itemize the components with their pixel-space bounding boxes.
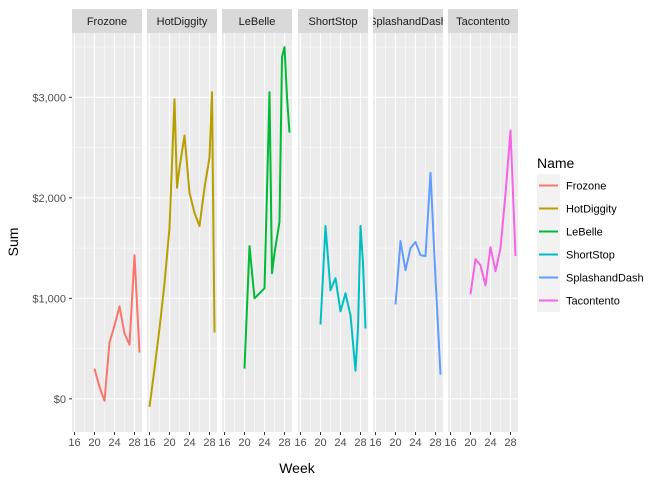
x-tick-label: 24: [334, 437, 346, 449]
legend-title: Name: [537, 155, 575, 171]
strip-label-tacontento: Tacontento: [456, 16, 510, 28]
legend: Name Frozone HotDiggity LeBelle ShortStop Sp…: [537, 155, 644, 312]
x-axis-title: Week: [279, 460, 316, 476]
strip-background: [222, 9, 292, 33]
panel-background: [222, 33, 292, 432]
x-tick-label: 24: [183, 437, 195, 449]
legend-label-tacontento: Tacontento: [566, 296, 620, 308]
x-tick-label: 28: [128, 437, 140, 449]
strip-label-shortstop: ShortStop: [309, 16, 358, 28]
x-tick-label: 16: [444, 437, 456, 449]
legend-label-shortstop: ShortStop: [566, 250, 615, 262]
legend-label-hotdiggity: HotDiggity: [566, 204, 617, 216]
legend-label-lebelle: LeBelle: [566, 227, 603, 239]
x-tick-label: 28: [354, 437, 366, 449]
x-tick-label: 20: [88, 437, 100, 449]
strip-label-frozone: Frozone: [87, 16, 127, 28]
x-tick-label: 16: [294, 437, 306, 449]
x-tick-label: 16: [68, 437, 80, 449]
y-tick-label: $0: [54, 394, 66, 406]
panel-background: [373, 33, 443, 432]
legend-label-splashanddash: SplashandDash: [566, 273, 644, 285]
x-tick-label: 20: [389, 437, 401, 449]
x-tick-label: 28: [278, 437, 290, 449]
legend-label-frozone: Frozone: [566, 181, 606, 193]
facet-shortstop: ShortStop: [298, 9, 368, 432]
facet-tacontento: Tacontento: [448, 9, 518, 432]
y-axis-title: Sum: [5, 228, 21, 257]
facet-hotdiggity: HotDiggity: [147, 9, 217, 432]
series-line-shortstop: [319, 225, 367, 372]
facet-splashanddash: SplashandDash: [369, 9, 447, 432]
x-tick-label: 16: [218, 437, 230, 449]
strip-background: [448, 9, 518, 33]
panel-background: [298, 33, 368, 432]
strip-label-lebelle: LeBelle: [239, 16, 276, 28]
x-tick-label: 28: [203, 437, 215, 449]
x-tick-label: 24: [409, 437, 421, 449]
series-line-lebelle: [243, 46, 291, 369]
x-tick-label: 24: [484, 437, 496, 449]
x-tick-label: 24: [108, 437, 120, 449]
panel-background: [448, 33, 518, 432]
axes: 16 20 24 28 16 20 24 28 16 20 24 28 16 20 24 28 16 20 24 28…: [32, 92, 516, 449]
strip-background: [147, 9, 217, 33]
strip-background: [298, 9, 368, 33]
panel-background: [147, 33, 217, 432]
x-tick-label: 20: [464, 437, 476, 449]
x-tick-label: 16: [369, 437, 381, 449]
strip-label-splashanddash: SplashandDash: [369, 16, 447, 28]
strip-label-hotdiggity: HotDiggity: [157, 16, 208, 28]
strip-background: [72, 9, 142, 33]
series-line-hotdiggity: [148, 91, 216, 408]
y-tick-label: $2,000: [32, 193, 66, 205]
series-line-frozone: [93, 254, 141, 402]
facet-lebelle: LeBelle: [222, 9, 292, 432]
y-tick-label: $1,000: [32, 293, 66, 305]
x-tick-label: 20: [163, 437, 175, 449]
x-tick-label: 16: [143, 437, 155, 449]
x-tick-label: 28: [429, 437, 441, 449]
series-line-tacontento: [469, 129, 517, 295]
x-tick-label: 20: [238, 437, 250, 449]
y-tick-label: $3,000: [32, 92, 66, 104]
x-tick-label: 24: [258, 437, 270, 449]
series-line-splashanddash: [394, 171, 442, 375]
strip-background: [373, 9, 443, 33]
facet-panels: Frozone HotDiggity LeBelle ShortStop Splasha…: [72, 9, 518, 432]
x-tick-label: 28: [504, 437, 516, 449]
facet-frozone: Frozone: [72, 9, 142, 432]
x-tick-label: 20: [314, 437, 326, 449]
